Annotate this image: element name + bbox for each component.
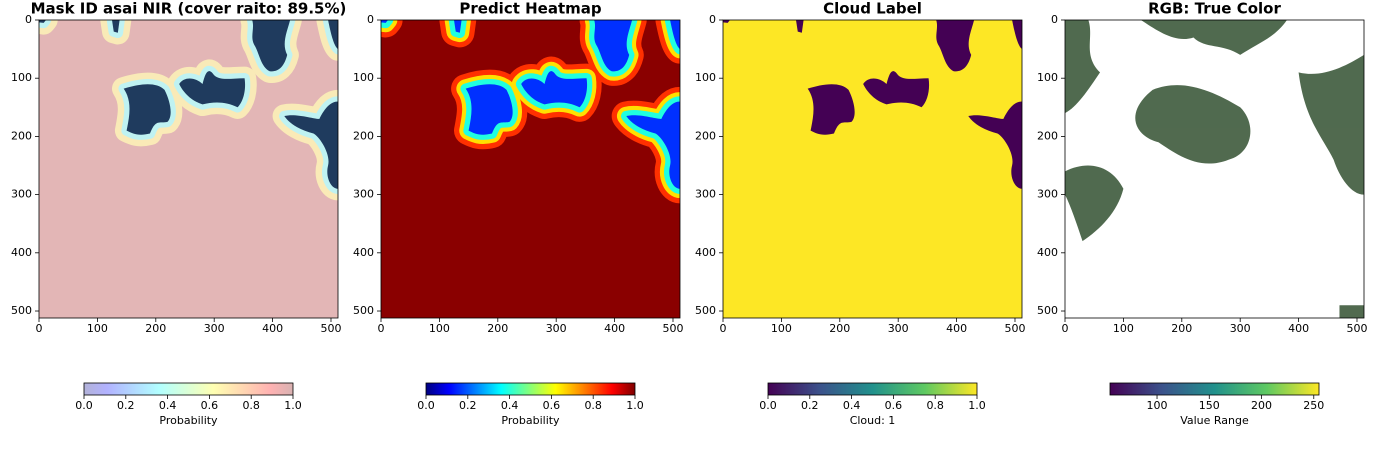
colorbar [426, 383, 635, 395]
x-tick-label: 500 [1004, 322, 1025, 335]
image-mask [39, 20, 338, 318]
axes-frame [380, 19, 681, 319]
y-tick-label: 500 [353, 304, 374, 317]
colorbar-label: Value Range [1180, 414, 1249, 427]
panel-title: RGB: True Color [1148, 0, 1281, 18]
y-tick-label: 100 [695, 71, 716, 84]
y-tick-label: 0 [709, 13, 716, 26]
x-tick-label: 300 [1230, 322, 1251, 335]
colorbar-tick-label: 1.0 [626, 399, 644, 412]
colorbar-frame [425, 382, 636, 396]
panel-title: Mask ID asai NIR (cover raito: 89.5%) [31, 0, 347, 18]
y-tick-label: 100 [11, 71, 32, 84]
y-tick-label: 200 [353, 129, 374, 142]
image-label [723, 20, 1022, 318]
x-tick-label: 400 [946, 322, 967, 335]
panel-title: Cloud Label [823, 0, 922, 18]
x-tick-label: 300 [546, 322, 567, 335]
image-heatmap [381, 20, 680, 318]
x-tick-label: 100 [429, 322, 450, 335]
y-tick-label: 200 [695, 129, 716, 142]
x-tick-label: 400 [1288, 322, 1309, 335]
y-tick-label: 400 [695, 246, 716, 259]
colorbar-label: Probability [159, 414, 218, 427]
x-tick-label: 0 [1062, 322, 1069, 335]
axes-frame [722, 19, 1023, 319]
y-tick-label: 400 [353, 246, 374, 259]
colorbar-tick-label: 0.4 [501, 399, 519, 412]
colorbar-tick-label: 150 [1199, 399, 1220, 412]
y-tick-label: 200 [1037, 129, 1058, 142]
y-tick-label: 200 [11, 129, 32, 142]
colorbar-label: Probability [501, 414, 560, 427]
y-tick-label: 0 [1051, 13, 1058, 26]
colorbar-tick-label: 1.0 [968, 399, 986, 412]
x-tick-label: 200 [145, 322, 166, 335]
colorbar [84, 383, 293, 395]
y-tick-label: 300 [1037, 188, 1058, 201]
image-rgb [1065, 20, 1364, 318]
colorbar-tick-label: 0.4 [159, 399, 177, 412]
y-tick-label: 500 [11, 304, 32, 317]
panel-title: Predict Heatmap [459, 0, 601, 18]
colorbar-tick-label: 100 [1147, 399, 1168, 412]
colorbar-tick-label: 0.6 [543, 399, 561, 412]
colorbar-tick-label: 200 [1251, 399, 1272, 412]
y-tick-label: 100 [1037, 71, 1058, 84]
y-tick-label: 500 [1037, 304, 1058, 317]
axes-frame [1064, 19, 1365, 319]
x-tick-label: 300 [204, 322, 225, 335]
x-tick-label: 0 [378, 322, 385, 335]
x-tick-label: 400 [262, 322, 283, 335]
colorbar-tick-label: 0.8 [926, 399, 944, 412]
x-tick-label: 0 [720, 322, 727, 335]
x-tick-label: 100 [1113, 322, 1134, 335]
x-tick-label: 100 [771, 322, 792, 335]
colorbar [768, 383, 977, 395]
y-tick-label: 300 [11, 188, 32, 201]
colorbar [1110, 383, 1319, 395]
colorbar-tick-label: 0.8 [584, 399, 602, 412]
y-tick-label: 300 [353, 188, 374, 201]
colorbar-frame [1109, 382, 1320, 396]
colorbar-tick-label: 0.2 [801, 399, 819, 412]
colorbar-tick-label: 0.0 [759, 399, 777, 412]
y-tick-label: 400 [11, 246, 32, 259]
y-tick-label: 0 [367, 13, 374, 26]
colorbar-frame [767, 382, 978, 396]
colorbar-tick-label: 0.8 [242, 399, 260, 412]
x-tick-label: 0 [36, 322, 43, 335]
y-tick-label: 500 [695, 304, 716, 317]
colorbar-tick-label: 0.2 [117, 399, 135, 412]
colorbar-tick-label: 1.0 [284, 399, 302, 412]
x-tick-label: 400 [604, 322, 625, 335]
colorbar-tick-label: 0.0 [75, 399, 93, 412]
y-tick-label: 400 [1037, 246, 1058, 259]
colorbar-label: Cloud: 1 [850, 414, 896, 427]
x-tick-label: 200 [487, 322, 508, 335]
colorbar-tick-label: 250 [1303, 399, 1324, 412]
x-tick-label: 200 [1171, 322, 1192, 335]
colorbar-tick-label: 0.6 [201, 399, 219, 412]
x-tick-label: 500 [1346, 322, 1367, 335]
x-tick-label: 100 [87, 322, 108, 335]
colorbar-tick-label: 0.6 [885, 399, 903, 412]
x-tick-label: 300 [888, 322, 909, 335]
colorbar-tick-label: 0.2 [459, 399, 477, 412]
colorbar-tick-label: 0.0 [417, 399, 435, 412]
axes-frame [38, 19, 339, 319]
y-tick-label: 0 [25, 13, 32, 26]
x-tick-label: 200 [829, 322, 850, 335]
x-tick-label: 500 [320, 322, 341, 335]
y-tick-label: 300 [695, 188, 716, 201]
colorbar-frame [83, 382, 294, 396]
y-tick-label: 100 [353, 71, 374, 84]
x-tick-label: 500 [662, 322, 683, 335]
colorbar-tick-label: 0.4 [843, 399, 861, 412]
